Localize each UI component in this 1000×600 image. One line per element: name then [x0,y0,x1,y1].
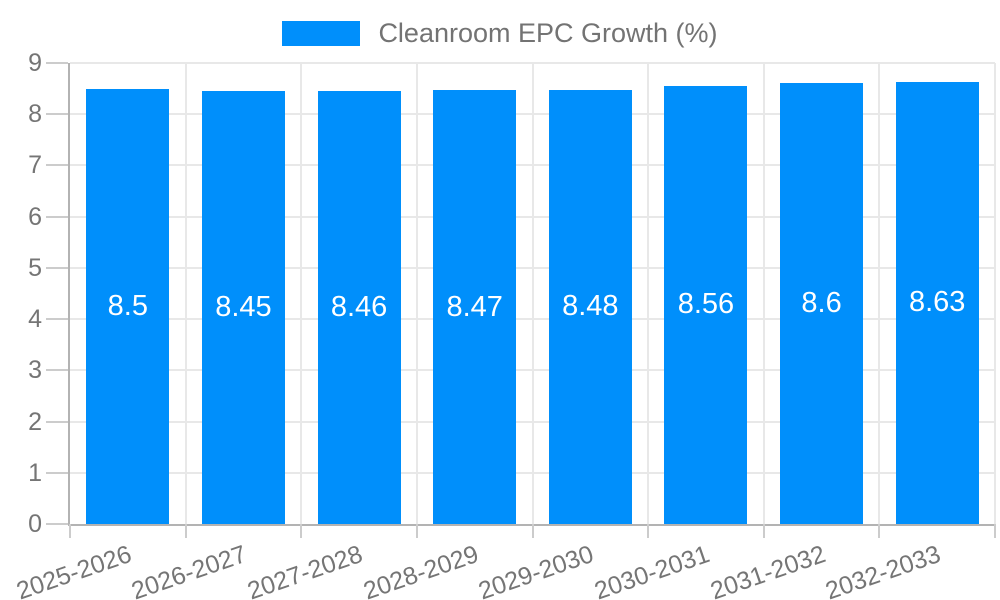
bar[interactable]: 8.45 [201,91,285,524]
y-axis-label: 5 [28,253,42,282]
v-gridline [878,63,881,524]
bar-value-label: 8.63 [908,286,966,319]
v-gridline [531,63,534,524]
y-axis-label: 0 [28,510,42,538]
y-axis-label: 3 [28,356,42,385]
bar-value-label: 8.5 [107,289,148,322]
x-axis-tick [300,524,303,538]
bar[interactable]: 8.63 [895,81,979,524]
y-axis-label: 9 [28,49,42,77]
bar[interactable]: 8.48 [548,89,632,524]
y-axis-label: 7 [28,151,42,180]
y-axis-tick [46,318,68,321]
x-axis-tick [69,524,71,538]
bar[interactable]: 8.5 [86,88,170,524]
bar-value-label: 8.46 [330,290,388,323]
v-gridline [300,63,303,524]
bar-value-label: 8.48 [562,290,619,323]
bar-value-label: 8.45 [215,291,272,324]
v-gridline [647,63,650,524]
bar[interactable]: 8.47 [433,90,517,524]
x-axis-tick [531,524,534,538]
x-axis-tick [415,524,418,538]
y-axis-tick [46,113,68,116]
y-axis-tick [46,471,68,474]
y-axis-label: 1 [28,458,42,487]
bar-value-label: 8.56 [677,288,735,321]
y-axis-tick [46,164,68,167]
x-axis-tick [184,524,187,538]
y-axis-tick [46,215,68,218]
legend-swatch [282,20,361,46]
y-axis-label: 8 [28,100,42,129]
x-axis-tick [878,524,881,538]
v-gridline [994,63,996,524]
v-gridline [762,63,765,524]
y-axis-label: 4 [28,305,42,334]
bar-value-label: 8.6 [801,287,842,320]
y-axis-tick [46,62,68,64]
bar-value-label: 8.47 [446,290,503,323]
chart-legend[interactable]: Cleanroom EPC Growth (%) [0,8,1000,58]
plot-area: 0 1 2 3 4 5 6 7 8 9 8.5 8.45 8.46 8.47 8.48 8.56 8.6 8.63… [13,49,996,600]
y-axis-tick [46,266,68,269]
y-axis-tick [46,420,68,423]
bar[interactable]: 8.56 [664,85,748,524]
y-axis-label: 6 [28,202,42,231]
x-axis-tick [647,524,650,538]
bar[interactable]: 8.6 [780,83,864,524]
v-gridline [184,63,187,524]
y-axis-tick [46,369,68,372]
bar[interactable]: 8.46 [317,90,401,524]
x-axis-tick [762,524,765,538]
legend-label: Cleanroom EPC Growth (%) [378,17,718,48]
y-axis-label: 2 [28,407,42,436]
v-gridline [415,63,418,524]
x-axis-tick [994,524,996,538]
y-axis-tick [46,523,68,525]
